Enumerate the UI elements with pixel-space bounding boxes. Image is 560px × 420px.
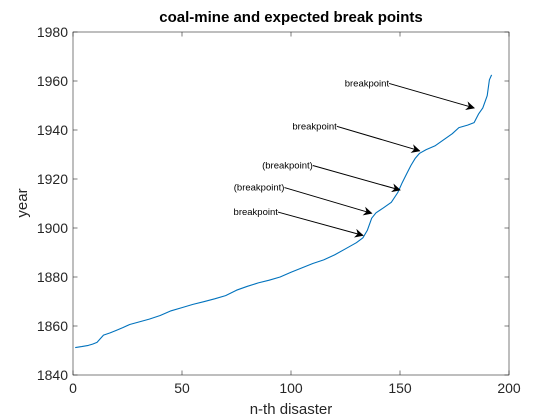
annotation-arrow (277, 211, 364, 238)
y-tick-label: 1940 (37, 122, 68, 138)
annotation-arrow (312, 165, 401, 193)
plot-frame (72, 31, 510, 376)
y-tick-label: 1860 (37, 318, 68, 334)
y-tick-label: 1980 (37, 24, 68, 40)
x-axis-label: n-th disaster (250, 401, 333, 418)
annotation-arrow (388, 82, 475, 111)
y-axis-label: year (14, 188, 31, 217)
annotation-label: breakpoint (234, 207, 279, 218)
y-tick-label: 1840 (37, 367, 68, 383)
y-tick-label: 1880 (37, 269, 68, 285)
y-tick-label: 1960 (37, 73, 68, 89)
annotation-label: breakpoint (292, 121, 337, 132)
y-tick-label: 1920 (37, 171, 68, 187)
x-tick-label: 150 (388, 380, 412, 396)
x-tick-label: 50 (174, 380, 190, 396)
x-tick-label: 200 (497, 380, 521, 396)
series-line (75, 74, 493, 349)
annotation-label: (breakpoint) (262, 161, 313, 172)
y-tick-label: 1900 (37, 220, 68, 236)
annotations: breakpoint breakpoint (breakpoint) (breakpo… (234, 78, 475, 238)
chart-title: coal-mine and expected break points (159, 9, 422, 26)
data-series (75, 74, 493, 349)
annotation-arrow (336, 125, 421, 153)
annotation-arrow (284, 187, 373, 216)
annotation-label: breakpoint (345, 78, 390, 89)
axis-ticks: 0 50 100 150 200 1840 1860 1880 1900 1920 1940 1960… (37, 24, 521, 396)
annotation-label: (breakpoint) (234, 183, 285, 194)
x-tick-label: 0 (69, 380, 77, 396)
plot-area (73, 32, 509, 375)
x-tick-label: 100 (279, 380, 303, 396)
